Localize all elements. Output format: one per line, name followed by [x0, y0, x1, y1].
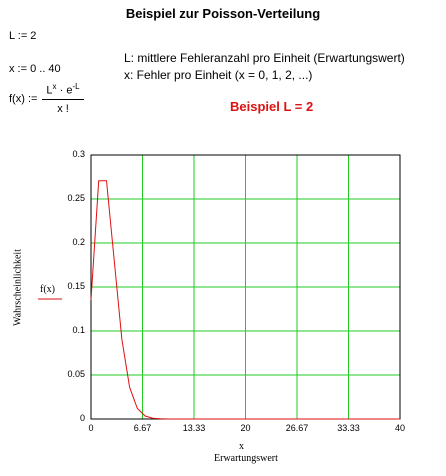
formula-numerator: Lx · e-L: [42, 82, 84, 100]
page-title: Beispiel zur Poisson-Verteilung: [125, 6, 321, 21]
y-axis-label: Wahrscheinlichkeit: [12, 249, 24, 326]
x-tick-label: 13.33: [182, 423, 206, 433]
y-tick-label: 0.1: [72, 325, 85, 335]
x-tick-label: 20: [240, 423, 251, 433]
y-tick-label: 0.05: [67, 369, 85, 379]
definition-x[interactable]: x := 0 .. 40: [9, 63, 61, 75]
x-tick-label: 40: [394, 423, 405, 433]
definition-L[interactable]: L := 2: [9, 30, 37, 42]
description-line-2: x: Fehler pro Einheit (x = 0, 1, 2, ...): [124, 68, 313, 82]
y-tick-label: 0.15: [67, 281, 85, 291]
y-tick-label: 0.25: [67, 193, 85, 203]
y-tick-label: 0: [79, 413, 85, 423]
y-tick-label: 0.2: [72, 237, 85, 247]
example-label: Beispiel L = 2: [230, 99, 314, 114]
legend-label: f(x): [40, 284, 55, 295]
definition-f-formula[interactable]: Lx · e-L x !: [42, 82, 84, 115]
y-tick-label: 0.3: [72, 149, 85, 159]
series-line-f-x: [90, 180, 400, 420]
formula-denominator: x !: [57, 102, 69, 115]
chart-grid: [91, 155, 400, 419]
definition-f-lhs[interactable]: f(x) :=: [9, 93, 38, 105]
x-tick-label: 33.33: [337, 423, 360, 433]
x-tick-label: 26.67: [285, 423, 309, 433]
x-axis-sublabel: Erwartungswert: [214, 453, 278, 464]
x-tick-label: 0: [88, 423, 94, 433]
x-tick-label: 6.67: [133, 423, 152, 433]
x-axis-label: x: [239, 441, 244, 452]
description-line-1: L: mittlere Fehleranzahl pro Einheit (Er…: [124, 51, 405, 65]
